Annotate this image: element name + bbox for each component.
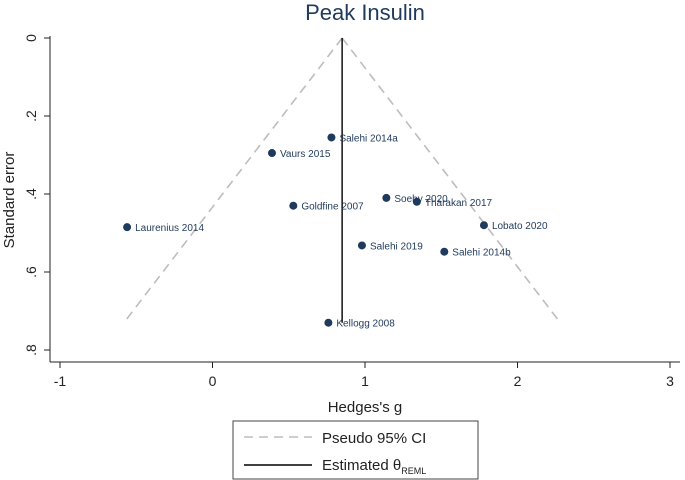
study-point-label: Lobato 2020 bbox=[492, 221, 548, 232]
y-tick-label: .8 bbox=[23, 344, 39, 356]
y-tick-label: .4 bbox=[23, 188, 39, 200]
x-tick-label: 0 bbox=[209, 373, 217, 389]
x-ticks: -1 0 1 2 3 bbox=[54, 362, 674, 389]
study-point bbox=[479, 221, 488, 230]
y-tick-label: 0 bbox=[23, 34, 39, 42]
x-tick-label: -1 bbox=[54, 373, 67, 389]
study-point bbox=[357, 241, 366, 250]
study-point-label: Kellogg 2008 bbox=[336, 319, 395, 330]
x-tick-label: 2 bbox=[514, 373, 522, 389]
ci-right-line bbox=[341, 37, 561, 324]
x-tick-label: 3 bbox=[666, 373, 674, 389]
y-axis-label: Standard error bbox=[1, 152, 18, 249]
study-point-label: Salehi 2014a bbox=[339, 133, 398, 144]
study-point-label: Salehi 2014b bbox=[452, 248, 511, 259]
study-point bbox=[440, 247, 449, 256]
chart-title: Peak Insulin bbox=[305, 0, 425, 25]
legend-theta-subscript: REML bbox=[401, 466, 426, 476]
y-tick-label: .2 bbox=[23, 110, 39, 122]
study-point bbox=[123, 223, 132, 232]
legend-box bbox=[232, 420, 479, 480]
legend-theta-label: Estimated θREML bbox=[322, 457, 426, 476]
study-point bbox=[324, 318, 333, 327]
study-point bbox=[289, 201, 298, 210]
study-point-label: Soehy 2020 bbox=[394, 194, 448, 205]
legend: Pseudo 95% CI Estimated θREML bbox=[232, 420, 479, 480]
study-point-label: Laurenius 2014 bbox=[135, 223, 204, 234]
y-ticks: 0 .2 .4 .6 .8 bbox=[23, 34, 50, 356]
study-point-label: Salehi 2019 bbox=[370, 241, 423, 252]
legend-ci-label: Pseudo 95% CI bbox=[322, 430, 426, 447]
study-point-label: Vaurs 2015 bbox=[280, 149, 331, 160]
x-tick-label: 1 bbox=[361, 373, 369, 389]
study-point-label: Tharakan 2017 bbox=[425, 198, 493, 209]
study-point bbox=[382, 193, 391, 202]
study-points: Salehi 2014a Vaurs 2015 Soehy 2020Tharakan… bbox=[123, 133, 548, 330]
study-point bbox=[327, 133, 336, 142]
study-point bbox=[412, 197, 421, 206]
legend-theta-text: Estimated θ bbox=[322, 457, 401, 474]
study-point bbox=[267, 149, 276, 158]
y-tick-label: .6 bbox=[23, 266, 39, 278]
study-point-label: Goldfine 2007 bbox=[301, 202, 364, 213]
ci-left-line bbox=[123, 37, 343, 324]
x-axis-label: Hedges's g bbox=[328, 399, 403, 416]
